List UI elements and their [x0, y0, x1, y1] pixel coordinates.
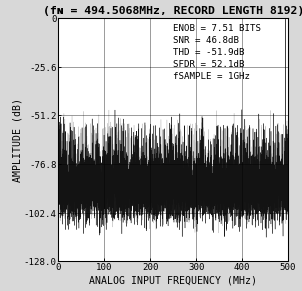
- X-axis label: ANALOG INPUT FREQUENCY (MHz): ANALOG INPUT FREQUENCY (MHz): [89, 275, 257, 285]
- Text: ENOB = 7.51 BITS
SNR = 46.8dB
THD = -51.9dB
SFDR = 52.1dB
fSAMPLE = 1GHz: ENOB = 7.51 BITS SNR = 46.8dB THD = -51.…: [173, 24, 261, 81]
- Y-axis label: AMPLITUDE (dB): AMPLITUDE (dB): [12, 98, 22, 182]
- Title: (fɴ = 494.5068MHz, RECORD LENGTH 8192): (fɴ = 494.5068MHz, RECORD LENGTH 8192): [43, 6, 302, 16]
